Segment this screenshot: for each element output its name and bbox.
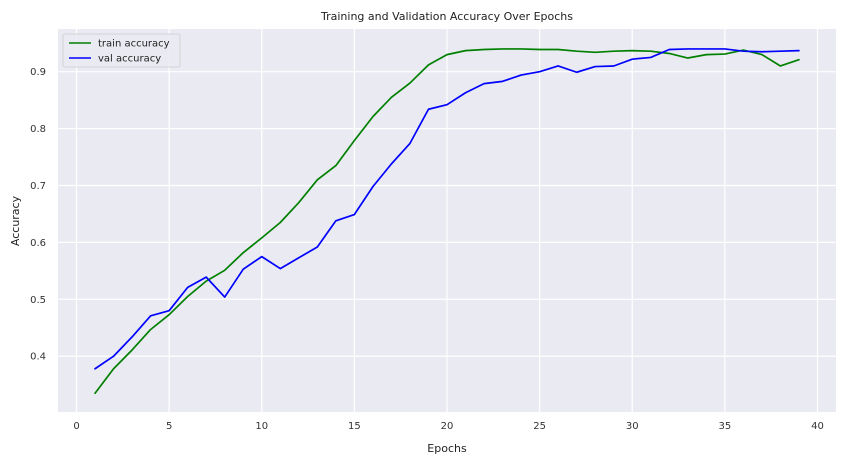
y-tick-label: 0.8: [30, 124, 46, 135]
x-tick-label: 10: [255, 421, 268, 432]
legend: train accuracy val accuracy: [62, 33, 181, 68]
y-tick-label: 0.6: [30, 238, 46, 249]
tick-labels: 0 5 10 15 20 25 30 35 40 0.4 0.5 0.6 0.7 0.8 0.9: [30, 67, 824, 432]
x-tick-label: 35: [718, 421, 731, 432]
legend-label-val: val accuracy: [98, 54, 161, 65]
x-tick-label: 25: [533, 421, 546, 432]
x-tick-label: 15: [348, 421, 361, 432]
legend-box: [62, 33, 181, 68]
y-tick-label: 0.9: [30, 67, 46, 78]
series-line-val-accuracy: [94, 48, 800, 370]
x-axis-label: Epochs: [427, 442, 467, 455]
x-tick-label: 40: [811, 421, 824, 432]
y-axis-label: Accuracy: [9, 195, 22, 246]
y-tick-label: 0.4: [30, 352, 46, 363]
y-tick-label: 0.7: [30, 181, 46, 192]
x-tick-label: 0: [73, 421, 79, 432]
legend-label-train: train accuracy: [98, 39, 170, 50]
grid-lines: [58, 29, 836, 412]
x-tick-label: 30: [626, 421, 639, 432]
x-tick-label: 5: [166, 421, 172, 432]
x-tick-label: 20: [441, 421, 454, 432]
series-line-train-accuracy: [94, 48, 800, 395]
chart-title: Training and Validation Accuracy Over Ep…: [320, 10, 573, 23]
series-lines: [94, 48, 800, 395]
y-tick-label: 0.5: [30, 295, 46, 306]
